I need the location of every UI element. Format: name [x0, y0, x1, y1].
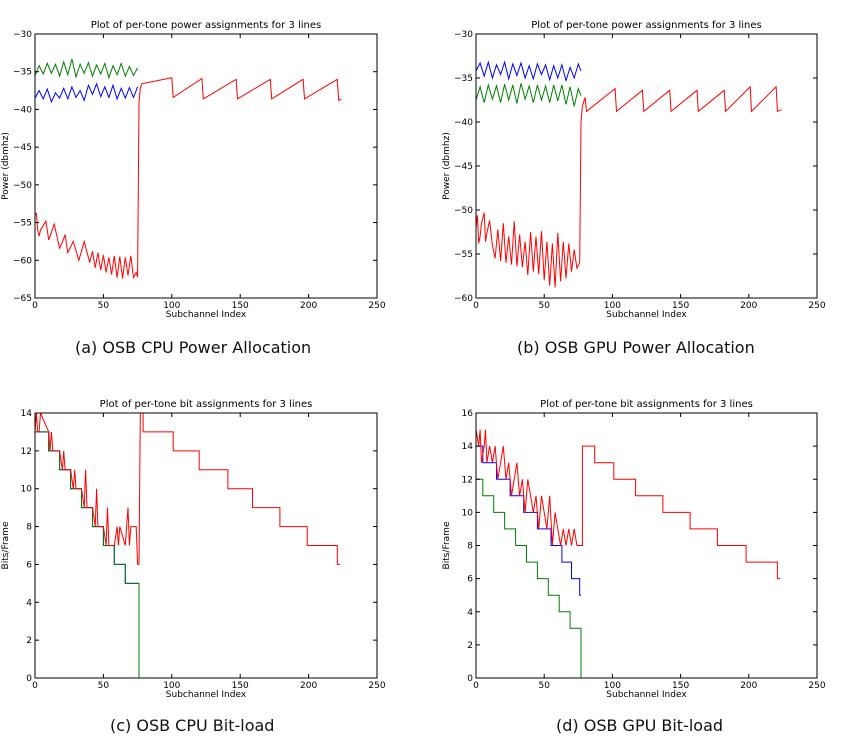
y-tick-label: 2 [467, 641, 473, 651]
y-tick-label: −65 [13, 294, 32, 304]
x-tick-label: 250 [808, 301, 825, 311]
x-axis-label-a: Subchannel Index [166, 310, 247, 320]
chart-title-b: Plot of per-tone power assignments for 3… [531, 20, 762, 31]
x-tick-label: 200 [300, 301, 317, 311]
y-tick-label: 14 [462, 442, 474, 452]
caption-d: (d) OSB GPU Bit-load [556, 716, 724, 735]
y-tick-label: −30 [13, 30, 32, 40]
x-tick-label: 0 [473, 681, 479, 691]
x-tick-label: 150 [672, 681, 689, 691]
x-tick-label: 150 [232, 681, 249, 691]
y-axis-label-a: Power (dbmhz) [1, 132, 11, 200]
y-tick-label: −60 [13, 256, 32, 266]
x-tick-label: 0 [473, 301, 479, 311]
chart-title-a: Plot of per-tone power assignments for 3… [91, 20, 322, 31]
x-tick-label: 100 [163, 301, 180, 311]
y-axis-label-b: Power (dbmhz) [442, 132, 452, 200]
series-line-green-a [35, 58, 139, 80]
x-axis-label-d: Subchannel Index [606, 690, 687, 700]
y-tick-label: −60 [454, 294, 473, 304]
y-tick-label: 0 [26, 674, 32, 684]
chart-panel-b: Plot of per-tone power assignments for 3… [440, 0, 846, 330]
x-axis-label-c: Subchannel Index [166, 690, 247, 700]
x-tick-label: 50 [98, 681, 110, 691]
series-line-blue-b [476, 60, 582, 83]
y-tick-label: 8 [467, 542, 473, 552]
x-tick-label: 0 [32, 681, 38, 691]
plot-frame-c [34, 412, 378, 679]
x-tick-label: 250 [808, 681, 825, 691]
chart-d: Plot of per-tone bit assignments for 3 l… [442, 399, 826, 700]
y-tick-label: 2 [26, 636, 32, 646]
y-tick-label: −30 [454, 30, 473, 40]
y-tick-label: 12 [21, 447, 32, 457]
y-tick-label: 6 [467, 575, 473, 585]
series-line-red-d [476, 429, 781, 580]
series-line-blue-c [35, 431, 141, 678]
caption-b: (b) OSB GPU Power Allocation [517, 338, 755, 357]
x-tick-label: 100 [604, 301, 621, 311]
x-tick-label: 250 [368, 301, 385, 311]
y-tick-label: −50 [454, 206, 473, 216]
chart-title-d: Plot of per-tone bit assignments for 3 l… [540, 399, 753, 410]
series-line-red-b [476, 85, 782, 288]
series-line-red-c [35, 413, 341, 565]
y-tick-label: 10 [462, 508, 474, 518]
x-tick-label: 250 [368, 681, 385, 691]
x-tick-label: 50 [98, 301, 110, 311]
x-tick-label: 200 [740, 301, 757, 311]
plot-frame-a [34, 33, 378, 299]
plot-frame-d [475, 412, 818, 679]
x-tick-label: 50 [538, 301, 550, 311]
y-tick-label: −50 [13, 181, 32, 191]
y-tick-label: −55 [13, 219, 32, 229]
x-axis-label-b: Subchannel Index [606, 310, 687, 320]
series-line-green-b [476, 83, 582, 107]
y-tick-label: 16 [462, 409, 474, 419]
series-line-blue-d [476, 445, 581, 596]
y-tick-label: −35 [454, 74, 473, 84]
y-tick-label: −40 [13, 105, 32, 115]
plot-frame-b [475, 33, 818, 299]
series-line-green-c [35, 431, 141, 678]
x-tick-label: 0 [32, 301, 38, 311]
series-line-blue-a [35, 82, 139, 104]
y-tick-label: 8 [26, 523, 32, 533]
x-tick-label: 50 [538, 681, 550, 691]
chart-panel-a: Plot of per-tone power assignments for 3… [0, 0, 420, 330]
y-tick-label: 0 [467, 674, 473, 684]
x-tick-label: 100 [604, 681, 621, 691]
chart-title-c: Plot of per-tone bit assignments for 3 l… [100, 399, 313, 410]
chart-c: Plot of per-tone bit assignments for 3 l… [1, 399, 386, 700]
y-tick-label: 4 [26, 598, 32, 608]
y-tick-label: −45 [454, 162, 473, 172]
y-tick-label: 4 [467, 608, 473, 618]
y-tick-label: −45 [13, 143, 32, 153]
chart-panel-c: Plot of per-tone bit assignments for 3 l… [0, 392, 420, 707]
caption-a: (a) OSB CPU Power Allocation [75, 338, 312, 357]
x-tick-label: 200 [300, 681, 317, 691]
y-axis-label-d: Bits/Frame [442, 521, 452, 569]
y-tick-label: 12 [462, 475, 473, 485]
y-tick-label: 6 [26, 560, 32, 570]
caption-c: (c) OSB CPU Bit-load [110, 716, 275, 735]
y-axis-label-c: Bits/Frame [1, 521, 11, 569]
chart-b: Plot of per-tone power assignments for 3… [442, 20, 826, 320]
chart-panel-d: Plot of per-tone bit assignments for 3 l… [440, 392, 846, 707]
series-line-green-d [476, 478, 583, 678]
x-tick-label: 200 [740, 681, 757, 691]
x-tick-label: 150 [672, 301, 689, 311]
x-tick-label: 150 [232, 301, 249, 311]
y-tick-label: 10 [21, 485, 33, 495]
series-line-red-a [35, 77, 342, 280]
x-tick-label: 100 [163, 681, 180, 691]
y-tick-label: −55 [454, 250, 473, 260]
y-tick-label: 14 [21, 409, 33, 419]
y-tick-label: −40 [454, 118, 473, 128]
chart-a: Plot of per-tone power assignments for 3… [1, 20, 386, 320]
y-tick-label: −35 [13, 68, 32, 78]
